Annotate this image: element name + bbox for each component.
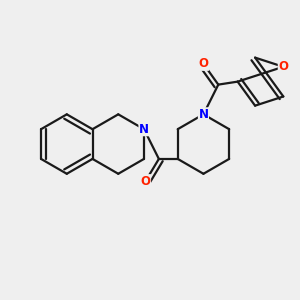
Text: O: O bbox=[140, 175, 151, 188]
Text: N: N bbox=[198, 108, 208, 121]
Text: O: O bbox=[278, 60, 288, 73]
Text: N: N bbox=[139, 123, 149, 136]
Text: O: O bbox=[198, 57, 208, 70]
